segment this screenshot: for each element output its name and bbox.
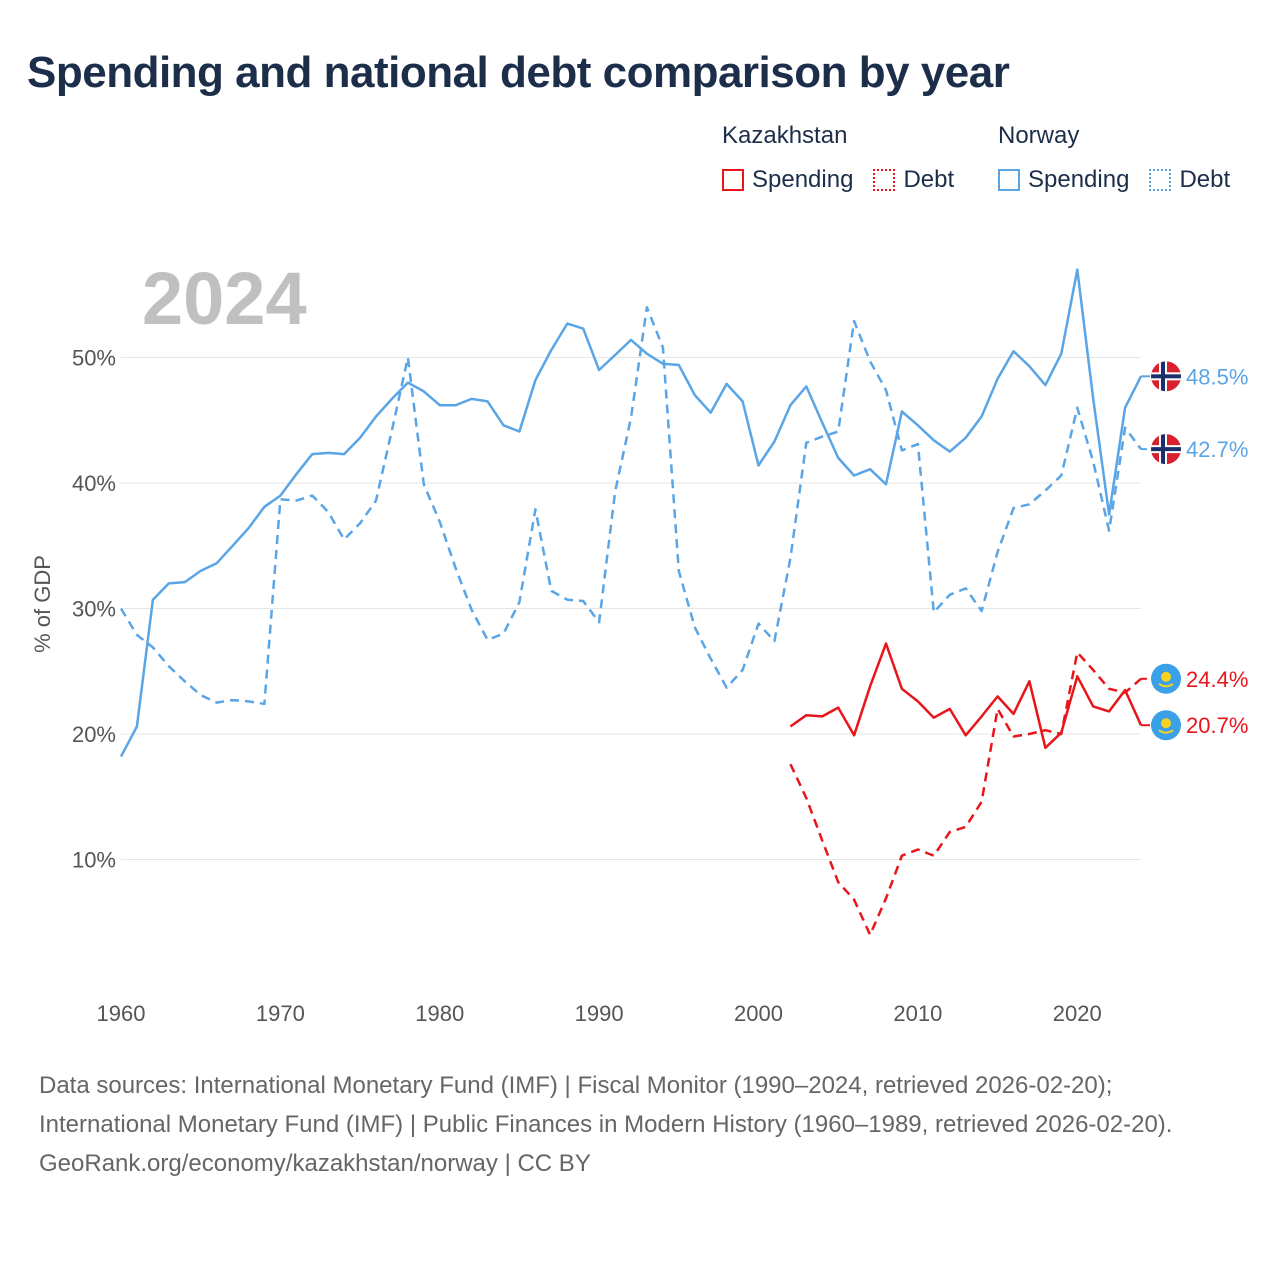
series-line-norway-debt	[119, 306, 1143, 706]
y-axis-ticks: 10% 20% 30% 40% 50%	[72, 346, 116, 873]
series-line-kazakhstan-debt	[789, 651, 1142, 937]
x-tick-label: 2000	[734, 1001, 783, 1026]
series-lines	[119, 268, 1143, 937]
legend-country-label: Norway	[998, 122, 1080, 149]
x-tick-label: 1970	[256, 1001, 305, 1026]
legend-item-norway-spending[interactable]: Spending	[998, 166, 1129, 194]
kazakhstan-flag-icon	[1151, 710, 1181, 741]
y-tick-label: 40%	[72, 471, 116, 496]
legend-item-norway-debt[interactable]: Debt	[1149, 166, 1230, 194]
x-tick-label: 1980	[415, 1001, 464, 1026]
series-line-norway-spending	[119, 268, 1143, 758]
legend-item-label: Spending	[752, 166, 854, 193]
end-labels: 48.5% 42.7% 24.4% 20.7%	[1141, 361, 1248, 741]
legend-swatch-dotted	[873, 169, 896, 191]
legend-item-kazakhstan-spending[interactable]: Spending	[722, 166, 853, 194]
legend-item-label: Spending	[1028, 166, 1130, 193]
legend-group-norway: Norway Spending Debt	[998, 122, 1250, 194]
x-axis-ticks: 1960 1970 1980 1990 2000 2010 2020	[97, 1001, 1102, 1026]
legend-swatch-dotted	[1149, 169, 1172, 191]
end-label-kazakhstan-debt: 24.4%	[1141, 663, 1248, 694]
kazakhstan-flag-icon	[1151, 663, 1181, 694]
y-tick-label: 50%	[72, 346, 116, 371]
norway-flag-icon	[1151, 361, 1181, 392]
end-value-label: 24.4%	[1186, 667, 1248, 692]
legend-item-kazakhstan-debt[interactable]: Debt	[873, 166, 954, 194]
x-tick-label: 1990	[575, 1001, 624, 1026]
x-tick-label: 2010	[893, 1001, 942, 1026]
end-label-kazakhstan-spending: 20.7%	[1141, 710, 1248, 741]
legend-item-label: Debt	[1179, 166, 1231, 193]
legend-swatch-solid	[998, 169, 1020, 191]
footer: Data sources: International Monetary Fun…	[39, 1066, 1239, 1183]
legend-group-kazakhstan: Kazakhstan Spending Debt	[722, 122, 974, 194]
y-tick-label: 30%	[72, 597, 116, 622]
gridlines	[121, 357, 1141, 860]
chart-title: Spending and national debt comparison by…	[27, 48, 1010, 97]
end-value-label: 42.7%	[1186, 437, 1248, 462]
line-chart: 2024 % of GDP 10%20%30%40%50% 1960 1970 19…	[30, 257, 1248, 1026]
x-tick-label: 1960	[97, 1001, 146, 1026]
legend-country-label: Kazakhstan	[722, 122, 848, 149]
credit-link[interactable]: GeoRank.org/economy/kazakhstan/norway | …	[39, 1150, 591, 1177]
year-watermark: 2024	[142, 257, 307, 340]
y-tick-label: 20%	[72, 722, 116, 747]
legend-item-label: Debt	[903, 166, 955, 193]
end-label-norway-debt: 42.7%	[1141, 434, 1248, 465]
series-line-kazakhstan-spending	[789, 642, 1143, 750]
end-label-norway-spending: 48.5%	[1141, 361, 1248, 392]
y-tick-label: 10%	[72, 848, 116, 873]
legend-swatch-solid	[722, 169, 744, 191]
data-sources: Data sources: International Monetary Fun…	[39, 1072, 1173, 1138]
y-axis-label: % of GDP	[30, 555, 55, 653]
end-value-label: 20.7%	[1186, 713, 1248, 738]
x-tick-label: 2020	[1053, 1001, 1102, 1026]
end-value-label: 48.5%	[1186, 364, 1248, 389]
norway-flag-icon	[1151, 434, 1181, 465]
